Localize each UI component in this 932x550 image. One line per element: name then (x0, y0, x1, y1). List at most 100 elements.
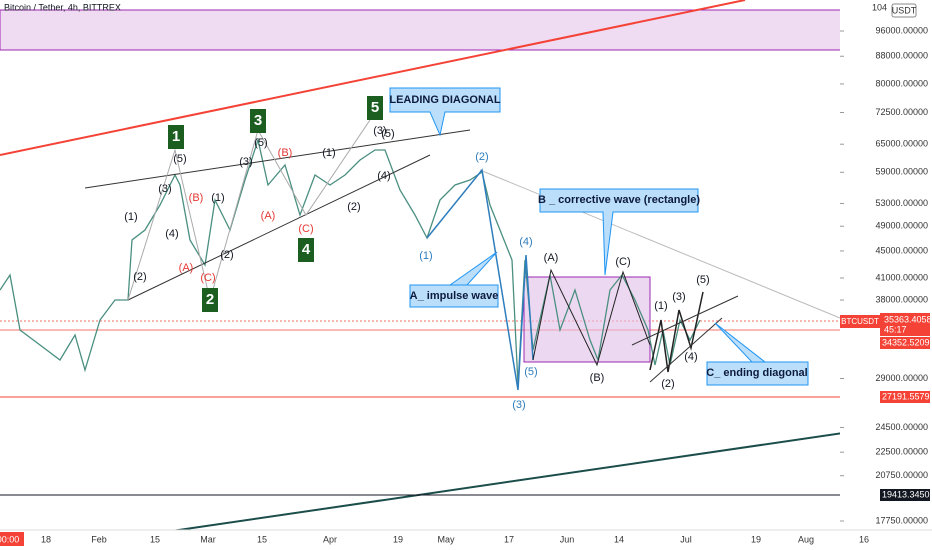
wave-label: (3) (512, 399, 525, 411)
time-label: Jun (560, 534, 575, 544)
wave-label: 3 (254, 112, 262, 129)
wave-label: (5) (381, 128, 394, 140)
timer: 45:17 (884, 324, 907, 334)
wave-label: (2) (475, 151, 488, 163)
time-label: 00:00 (0, 534, 19, 544)
callouts (389, 87, 809, 386)
callout-box (706, 322, 809, 386)
callout-text: B _ corrective wave (rectangle) (538, 194, 700, 206)
time-label: Feb (91, 534, 107, 544)
price-axis (840, 0, 932, 530)
wave-label: (5) (696, 274, 709, 286)
wave-label: (3) (239, 156, 252, 168)
callout-box (389, 87, 501, 137)
wave-label: 5 (371, 99, 379, 116)
wave-label: (5) (173, 153, 186, 165)
wave-label: 2 (206, 291, 214, 308)
callout-box (409, 251, 499, 308)
time-label: 15 (150, 534, 160, 544)
trend-line (164, 419, 932, 533)
wave-label: (2) (133, 271, 146, 283)
wave-label: (2) (347, 201, 360, 213)
time-label: 14 (614, 534, 624, 544)
wave-label: (A) (544, 252, 559, 264)
wave-label: (1) (124, 211, 137, 223)
wave-label: (2) (220, 249, 233, 261)
wave-box (168, 125, 184, 149)
price-tick-label: 38000.00000 (875, 294, 928, 304)
price-tag (880, 337, 930, 349)
price-tag (880, 391, 930, 403)
currency: USDT (892, 5, 917, 15)
wave-label: (B) (278, 147, 293, 159)
time-label: 16 (859, 534, 869, 544)
symbol-tag (840, 315, 880, 328)
wave-label: (4) (519, 236, 532, 248)
diagonal-line (84, 129, 471, 189)
price-tick-label: 104 (872, 2, 887, 12)
wave-label: (A) (179, 262, 194, 274)
wave-label: (C) (298, 223, 313, 235)
callout-box (539, 188, 699, 276)
price-tick-label: 41000.00000 (875, 272, 928, 282)
time-label: 15 (257, 534, 267, 544)
price-tick-label: 29000.00000 (875, 373, 928, 383)
callout-text: LEADING DIAGONAL (389, 94, 501, 106)
wave-label: 4 (302, 241, 311, 258)
price-tick-label: 20750.00000 (875, 470, 928, 480)
wave-box (367, 96, 383, 120)
price-tick-label: 49000.00000 (875, 221, 928, 231)
wave-label: 1 (172, 128, 180, 145)
time-label: May (437, 534, 455, 544)
level-price: 34352.52099 (882, 337, 932, 347)
wave-box (250, 109, 266, 133)
level-price: 27191.55791 (882, 391, 932, 401)
wave-label: (3) (158, 183, 171, 195)
wave-label: (4) (165, 228, 178, 240)
wave-label: (1) (211, 192, 224, 204)
time-label: Apr (323, 534, 337, 544)
price-tick-label: 80000.00000 (875, 78, 928, 88)
wave-box (202, 288, 218, 312)
time-label: 17 (504, 534, 514, 544)
price-tick-label: 96000.00000 (875, 25, 928, 35)
price-tick-label: 65000.00000 (875, 139, 928, 149)
wave-label: (4) (377, 170, 390, 182)
price-tick-label: 17750.00000 (875, 515, 928, 525)
price-tick-label: 88000.00000 (875, 51, 928, 61)
price-tag (880, 313, 930, 336)
supply-zone (0, 9, 932, 51)
price-path (0, 137, 701, 386)
level-price: 19413.34501 (882, 489, 932, 499)
time-label: Aug (798, 534, 814, 544)
time-label: 19 (751, 534, 761, 544)
wave-label: (3) (373, 125, 386, 137)
wave-label: (C) (615, 256, 630, 268)
wave-label: (B) (189, 192, 204, 204)
wave-path (426, 168, 534, 391)
symbol: BTCUSDT (841, 317, 879, 326)
price-tick-label: 59000.00000 (875, 167, 928, 177)
price-tick-label: 22500.00000 (875, 447, 928, 457)
last-price: 35363.40580 (884, 314, 932, 324)
wave-path (532, 268, 651, 367)
wave-path (649, 291, 704, 373)
callout-text: C_ ending diagonal (706, 367, 807, 379)
wave-label: (B) (590, 372, 605, 384)
wave-label: (1) (419, 250, 432, 262)
wave-label: (3) (672, 291, 685, 303)
diagonal-line (631, 295, 739, 346)
time-label: 19 (393, 534, 403, 544)
wave-label: (4) (684, 351, 697, 363)
chart-title: Bitcoin / Tether, 4h, BITTREX (4, 2, 121, 12)
time-tag (0, 532, 24, 546)
diagonal-line (649, 317, 723, 383)
wave-label: (1) (322, 147, 335, 159)
callout-text: A_ impulse wave (410, 290, 499, 302)
wave-label: (A) (261, 210, 276, 222)
price-tick-label: 72500.00000 (875, 107, 928, 117)
currency-badge (891, 3, 917, 18)
wave-path (127, 119, 371, 301)
time-axis (0, 530, 932, 550)
